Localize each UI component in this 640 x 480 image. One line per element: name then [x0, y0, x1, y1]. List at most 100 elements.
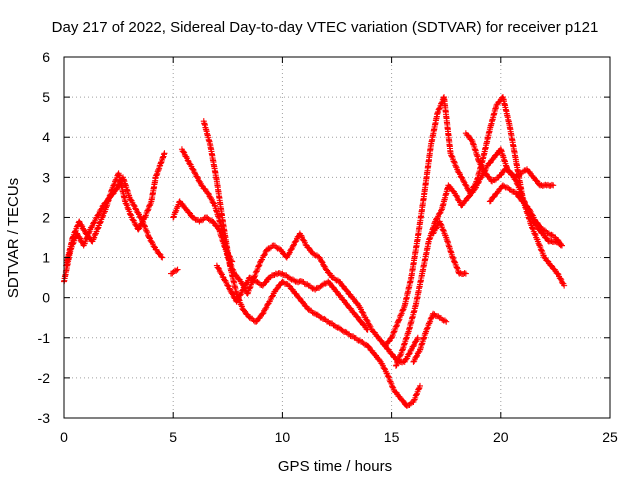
data-point [545, 230, 552, 237]
data-point-trace [503, 166, 510, 173]
data-point [170, 214, 177, 221]
data-point-trace [273, 285, 280, 292]
data-point [205, 190, 212, 197]
data-point-trace [297, 278, 304, 285]
data-point [69, 234, 76, 241]
data-point-trace [385, 373, 392, 380]
data-point-trace [180, 148, 187, 155]
data-point-trace [390, 328, 397, 335]
data-point-trace [76, 234, 83, 241]
data-point-trace [273, 244, 280, 251]
data-point-trace [229, 290, 236, 297]
data-point-trace [172, 208, 179, 215]
data-point-trace [194, 173, 201, 180]
data-point-trace [204, 214, 211, 221]
data-point-trace [332, 276, 339, 283]
y-tick-label: -2 [38, 370, 51, 386]
data-point-trace [333, 288, 340, 295]
data-point [416, 382, 423, 389]
series-track-6 [200, 118, 423, 409]
data-point [434, 110, 441, 117]
data-point-trace [400, 397, 407, 404]
data-point-trace [262, 305, 269, 312]
data-point-trace [383, 370, 390, 377]
data-point-trace [494, 189, 501, 196]
data-point-trace [247, 274, 254, 281]
data-point-trace [308, 284, 315, 291]
data-point-trace [110, 182, 117, 189]
data-point-trace [413, 391, 420, 398]
data-point-trace [438, 207, 445, 214]
data-point-trace [557, 275, 564, 282]
data-point-trace [365, 343, 372, 350]
x-tick-label: 5 [169, 429, 177, 445]
data-point-trace [451, 158, 458, 165]
data-point-trace [321, 315, 328, 322]
data-point-trace [333, 324, 340, 331]
data-point-trace [156, 250, 163, 257]
data-point-trace [173, 267, 180, 274]
data-point-trace [428, 314, 435, 321]
data-point-trace [343, 287, 350, 294]
data-point-trace [141, 215, 148, 222]
data-point-trace [354, 313, 361, 320]
x-tick-label: 10 [275, 429, 291, 445]
data-point-trace [237, 292, 244, 299]
data-point [443, 318, 450, 325]
data-point [264, 246, 271, 253]
data-point-trace [509, 171, 516, 178]
data-point-trace [314, 311, 321, 318]
data-point-trace [440, 227, 447, 234]
data-point-trace [186, 209, 193, 216]
y-axis-label: SDTVAR / TECUs [5, 178, 22, 298]
data-point [174, 266, 181, 273]
data-point-trace [183, 153, 190, 160]
data-point-trace [520, 168, 527, 175]
data-point-trace [205, 216, 212, 223]
data-point-trace [389, 384, 396, 391]
data-point-trace [558, 241, 565, 248]
plot-frame [63, 56, 611, 419]
data-point-trace [266, 245, 273, 252]
data-point-trace [135, 225, 142, 232]
data-point-trace [127, 211, 134, 218]
data-point [460, 178, 467, 185]
data-point-trace [501, 183, 508, 190]
data-point-trace [514, 181, 521, 188]
data-point-trace [453, 264, 460, 271]
data-point-trace [526, 207, 533, 214]
data-point [290, 242, 297, 249]
data-point-trace [291, 277, 298, 284]
data-point [146, 234, 153, 241]
data-point-trace [385, 338, 392, 345]
series-track-10 [410, 310, 450, 365]
data-point-trace [393, 323, 400, 330]
data-point-trace [378, 337, 385, 344]
data-point-trace [255, 262, 262, 269]
data-point-trace [439, 316, 446, 323]
y-tick-label: 4 [42, 129, 50, 145]
data-point-trace [433, 225, 440, 232]
data-point-trace [363, 326, 370, 333]
data-point-trace [490, 194, 497, 201]
data-point-trace [531, 230, 538, 237]
data-point-trace [359, 338, 366, 345]
x-tick-label: 0 [60, 429, 68, 445]
data-point [539, 226, 546, 233]
data-point [414, 334, 421, 341]
y-tick-label: -1 [38, 330, 51, 346]
data-point-trace [475, 179, 482, 186]
data-point-trace [170, 268, 177, 275]
series-track-12 [430, 218, 469, 278]
data-point-trace [465, 193, 472, 200]
data-point-trace [298, 232, 305, 239]
data-point-trace [295, 279, 302, 286]
data-point [388, 334, 395, 341]
data-point-trace [78, 222, 85, 229]
data-point-trace [158, 253, 165, 260]
data-point-trace [261, 252, 268, 259]
data-point-trace [453, 192, 460, 199]
y-tick-label: -3 [38, 410, 51, 426]
